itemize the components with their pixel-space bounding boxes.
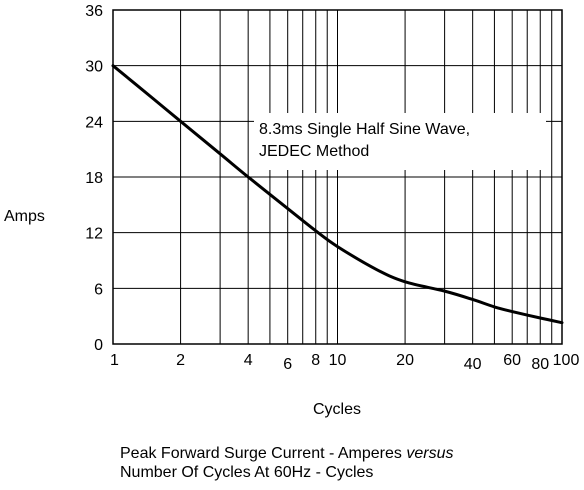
x-tick-label: 80 xyxy=(531,356,549,373)
x-tick-label: 4 xyxy=(244,352,253,369)
x-tick-label: 60 xyxy=(503,352,521,369)
x-axis-label: Cycles xyxy=(313,401,361,418)
caption-line-1-text: Peak Forward Surge Current - Amperes xyxy=(120,445,407,462)
y-tick-label: 30 xyxy=(85,59,103,76)
plot-border xyxy=(112,9,563,345)
plot-frame xyxy=(112,9,563,345)
caption-versus: versus xyxy=(406,445,454,462)
x-tick-labels: 1 2 4 6 8 10 20 40 60 80 100 xyxy=(110,352,579,373)
annotation-box: 8.3ms Single Half Sine Wave, JEDEC Method xyxy=(254,113,546,170)
x-tick-label: 2 xyxy=(176,352,185,369)
y-tick-label: 24 xyxy=(85,114,103,131)
grid-lines xyxy=(113,10,562,344)
y-tick-label: 36 xyxy=(85,3,103,20)
annotation-line-2: JEDEC Method xyxy=(259,143,369,160)
x-tick-label: 1 xyxy=(110,352,119,369)
x-tick-label: 10 xyxy=(329,352,347,369)
y-tick-label: 0 xyxy=(94,337,103,354)
annotation-background xyxy=(254,113,546,170)
y-axis-label: Amps xyxy=(4,208,45,225)
series-layer xyxy=(111,64,564,325)
caption-line-1: Peak Forward Surge Current - Amperes ver… xyxy=(120,444,453,463)
surge-current-chart: 8.3ms Single Half Sine Wave, JEDEC Method… xyxy=(4,3,579,418)
y-tick-label: 18 xyxy=(85,170,103,187)
chart-caption: Peak Forward Surge Current - Amperes ver… xyxy=(120,444,453,482)
y-tick-labels: 0 6 12 18 24 30 36 xyxy=(85,3,103,354)
y-tick-label: 6 xyxy=(94,281,103,298)
x-tick-label: 6 xyxy=(283,356,292,373)
x-tick-label: 20 xyxy=(396,352,414,369)
annotation-line-1: 8.3ms Single Half Sine Wave, xyxy=(259,121,470,138)
caption-line-2: Number Of Cycles At 60Hz - Cycles xyxy=(120,464,374,481)
y-tick-label: 12 xyxy=(85,226,103,243)
x-tick-label: 8 xyxy=(311,352,320,369)
series-line-0 xyxy=(111,64,564,325)
x-tick-label: 100 xyxy=(553,352,580,369)
x-tick-label: 40 xyxy=(464,356,482,373)
